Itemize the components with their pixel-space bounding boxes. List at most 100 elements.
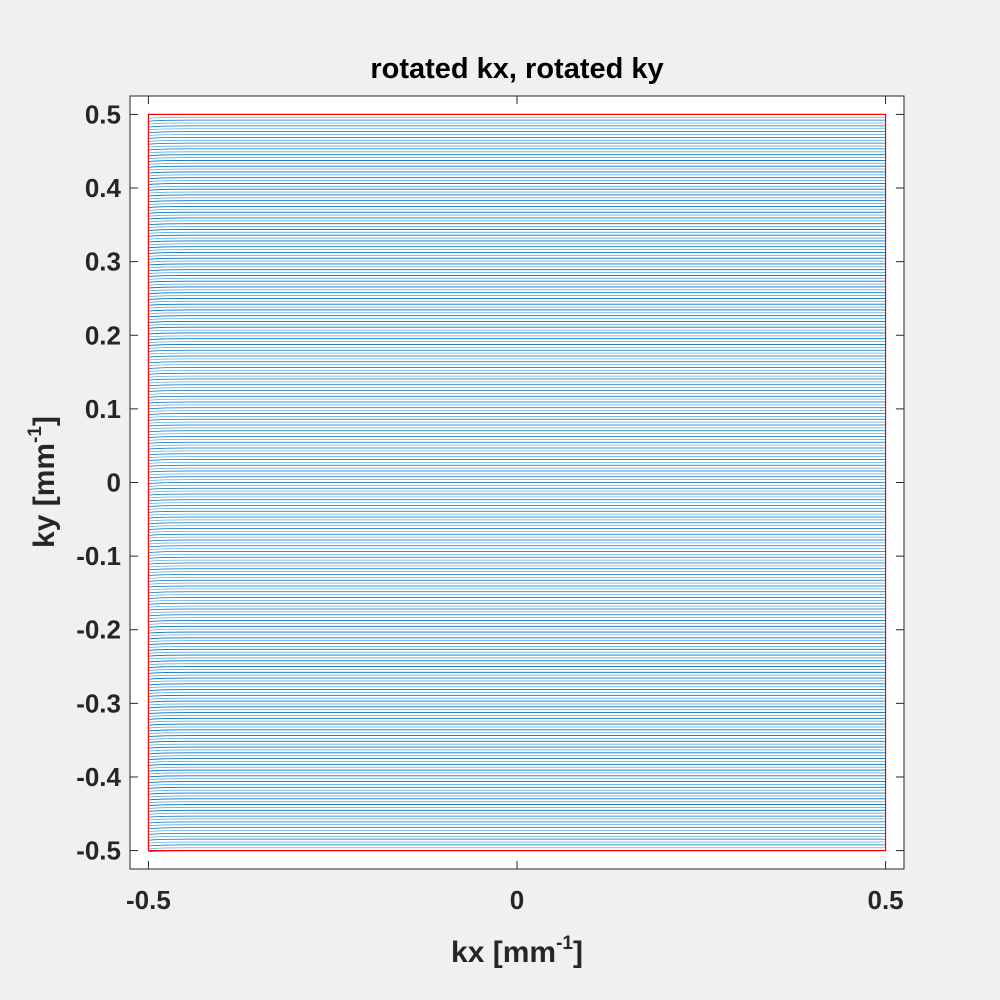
trajectory-line: [148, 490, 886, 493]
trajectory-line: [148, 346, 886, 349]
trajectory-line: [148, 847, 886, 850]
trajectory-line: [148, 407, 886, 410]
trajectory-line: [148, 272, 886, 275]
trajectory-line: [148, 530, 886, 533]
trajectory-line: [148, 763, 886, 766]
trajectory-line: [148, 197, 886, 200]
trajectory-line: [148, 292, 886, 295]
trajectory-line: [148, 436, 886, 439]
trajectory-line: [148, 453, 886, 456]
trajectory-line: [148, 574, 886, 577]
trajectory-line: [148, 413, 886, 416]
trajectory-line: [148, 775, 886, 778]
trajectory-line: [148, 234, 886, 237]
trajectory-line: [148, 214, 886, 217]
trajectory-line: [148, 246, 886, 249]
trajectory-line: [148, 464, 886, 467]
trajectory-line: [148, 142, 886, 145]
trajectory-line: [148, 349, 886, 352]
trajectory-line: [148, 401, 886, 404]
trajectory-line: [148, 482, 886, 485]
trajectory-line: [148, 329, 886, 332]
trajectory-line: [148, 341, 886, 344]
trajectory-line: [148, 283, 886, 286]
trajectory-line: [148, 476, 886, 479]
trajectory-line: [148, 171, 886, 174]
trajectory-line: [148, 220, 886, 223]
trajectory-line: [148, 646, 886, 649]
trajectory-line: [148, 715, 886, 718]
trajectory-line: [148, 628, 886, 631]
trajectory-line: [148, 200, 886, 203]
trajectory-line: [148, 620, 886, 623]
trajectory-line: [148, 789, 886, 792]
trajectory-line: [148, 229, 886, 232]
trajectory-line: [148, 625, 886, 628]
trajectory-line: [148, 835, 886, 838]
trajectory-line: [148, 798, 886, 801]
trajectory-line: [148, 203, 886, 206]
trajectory-line: [148, 533, 886, 536]
trajectory-line: [148, 617, 886, 620]
trajectory-line: [148, 513, 886, 516]
trajectory-line: [148, 191, 886, 194]
trajectory-line: [148, 459, 886, 462]
trajectory-line: [148, 732, 886, 735]
trajectory-line: [148, 821, 886, 824]
trajectory-line: [148, 674, 886, 677]
trajectory-line: [148, 749, 886, 752]
trajectory-line: [148, 660, 886, 663]
trajectory-line: [148, 344, 886, 347]
y-tick-label: 0: [107, 468, 121, 498]
trajectory-line: [148, 289, 886, 292]
trajectory-line: [148, 772, 886, 775]
trajectory-line: [148, 206, 886, 209]
trajectory-line: [148, 441, 886, 444]
trajectory-line: [148, 743, 886, 746]
trajectory-line: [148, 516, 886, 519]
trajectory-line: [148, 375, 886, 378]
trajectory-line: [148, 671, 886, 674]
trajectory-line: [148, 720, 886, 723]
trajectory-line: [148, 312, 886, 315]
trajectory-line: [148, 361, 886, 364]
trajectory-line: [148, 332, 886, 335]
y-axis-label: ky [mm-1]: [25, 416, 61, 548]
trajectory-line: [148, 180, 886, 183]
trajectory-line: [148, 369, 886, 372]
trajectory-line: [148, 729, 886, 732]
trajectory-line: [148, 326, 886, 329]
trajectory-line: [148, 168, 886, 171]
trajectory-line: [148, 643, 886, 646]
trajectory-line: [148, 539, 886, 542]
trajectory-line: [148, 137, 886, 140]
trajectory-line: [148, 309, 886, 312]
trajectory-line: [148, 605, 886, 608]
trajectory-line: [148, 827, 886, 830]
trajectory-line: [148, 807, 886, 810]
trajectory-line: [148, 165, 886, 168]
x-axis-label: kx [mm-1]: [451, 933, 583, 969]
trajectory-line: [148, 260, 886, 263]
trajectory-line: [148, 467, 886, 470]
trajectory-line: [148, 755, 886, 758]
trajectory-line: [148, 536, 886, 539]
trajectory-line: [148, 726, 886, 729]
trajectory-line: [148, 562, 886, 565]
trajectory-line: [148, 545, 886, 548]
trajectory-line: [148, 395, 886, 398]
boundary-box: [147, 113, 887, 852]
trajectory-line: [148, 237, 886, 240]
trajectory-line: [148, 792, 886, 795]
trajectory-line: [148, 542, 886, 545]
trajectory-line: [148, 154, 886, 157]
y-tick-label: 0.1: [85, 394, 121, 424]
trajectory-line: [148, 507, 886, 510]
trajectory-line: [148, 812, 886, 815]
trajectory-line: [148, 568, 886, 571]
trajectory-line: [148, 594, 886, 597]
trajectory-line: [148, 694, 886, 697]
trajectory-line: [148, 697, 886, 700]
trajectory-line: [148, 384, 886, 387]
trajectory-line: [148, 844, 886, 847]
